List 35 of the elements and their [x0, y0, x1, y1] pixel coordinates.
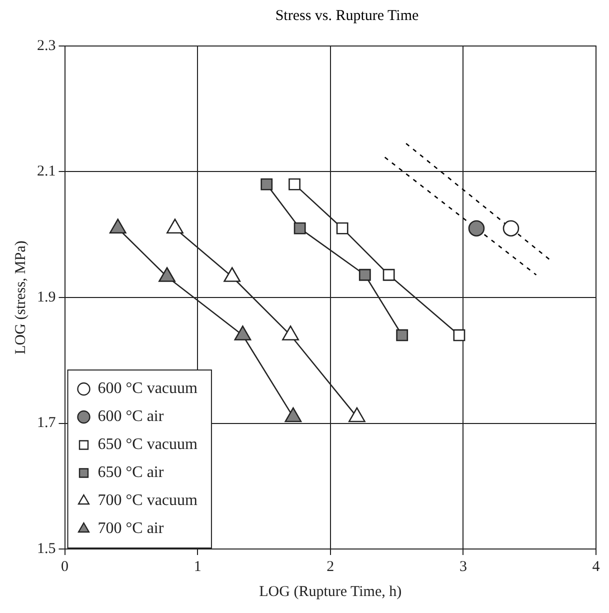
point [294, 222, 306, 234]
y-tick-label: 1.7 [37, 415, 56, 432]
point [282, 326, 299, 340]
point [502, 220, 520, 236]
x-tick-label: 1 [194, 558, 202, 575]
point [468, 220, 485, 236]
point [396, 329, 408, 342]
point [336, 222, 348, 234]
point [288, 178, 300, 190]
point [260, 178, 273, 190]
x-axis-title: LOG (Rupture Time, h) [259, 584, 402, 600]
chart-title: Stress vs. Rupture Time [274, 8, 420, 25]
x-tick-label: 0 [61, 558, 68, 575]
y-tick-label: 2.1 [37, 164, 56, 180]
x-tick-label: 4 [592, 558, 600, 575]
y-tick-label: 2.3 [37, 38, 56, 54]
legend-label: 600 °C vacuum [98, 380, 198, 398]
legend-label: 600 °C air [98, 408, 164, 426]
y-tick-label: 1.9 [37, 289, 56, 306]
point [234, 326, 252, 340]
y-tick-label: 1.5 [37, 540, 56, 557]
point [284, 407, 302, 422]
legend-label: 650 °C air [98, 464, 164, 482]
point [224, 267, 241, 282]
point [358, 268, 371, 281]
point [382, 268, 395, 281]
point [348, 407, 366, 422]
legend-label: 700 °C vacuum [98, 492, 198, 510]
legend-label: 700 °C air [98, 520, 164, 538]
x-tick-label: 3 [459, 558, 467, 575]
y-axis-title: LOG (stress, MPa) [12, 240, 29, 354]
point [158, 267, 176, 282]
point [453, 329, 466, 342]
legend-label: 650 °C vacuum [98, 436, 198, 454]
x-tick-label: 2 [326, 558, 334, 575]
